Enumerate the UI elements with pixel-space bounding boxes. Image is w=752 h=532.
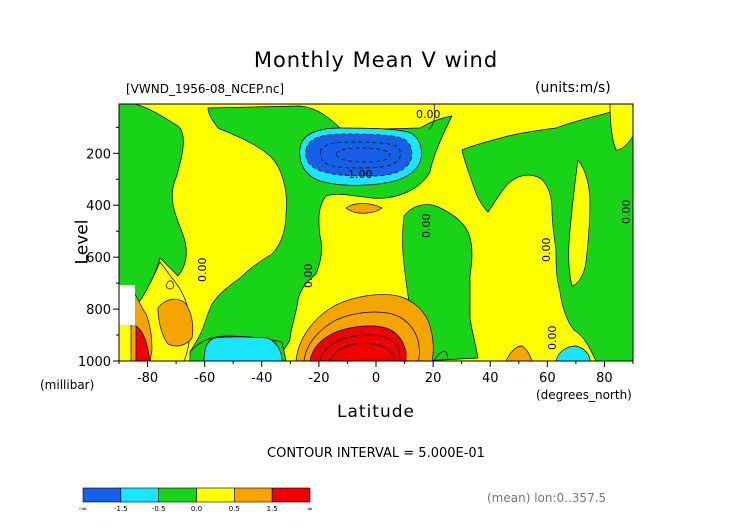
- contour-label: 0.00: [196, 258, 209, 283]
- x-tick-label: -40: [251, 371, 272, 386]
- units-label: (units:m/s): [535, 80, 611, 96]
- contour-label: 0.00: [620, 200, 633, 225]
- contour-label: 0.00: [416, 108, 441, 121]
- y-tick-label: 600: [86, 251, 111, 266]
- fill-orange-north-bottom: [505, 345, 533, 361]
- contour-jet-inner-1: [319, 141, 401, 169]
- colorbar-label: 1.5: [267, 505, 278, 513]
- colorbar-label: 0.0: [191, 505, 202, 513]
- contour-red-eq-2: [329, 342, 395, 361]
- x-tick-label: 60: [539, 371, 556, 386]
- contour-label: 0.00: [302, 264, 315, 289]
- contour-zero-mid: [427, 104, 436, 131]
- contour-interval-note: CONTOUR INTERVAL = 5.000E-01: [267, 446, 485, 461]
- colorbar-swatch: [234, 487, 273, 503]
- colorbar-swatch: [120, 487, 159, 503]
- y-axis: 200 400 600 800 1000: [78, 126, 119, 370]
- x-axis-label: Latitude: [337, 402, 415, 422]
- fill-orange-eq-small: [345, 203, 383, 214]
- colorbar-label: 0.5: [229, 505, 240, 513]
- colorbar: -∞ -1.5 -0.5 0.0 0.5 1.5 ∞: [79, 487, 313, 513]
- x-tick-label: 20: [425, 371, 442, 386]
- fill-cyan-bottom-right: [555, 345, 591, 361]
- fill-white-south-gap: [119, 285, 135, 325]
- contour-jet-inner-2: [335, 147, 391, 163]
- colorbar-swatch: [82, 487, 122, 503]
- x-tick-label: -80: [137, 371, 158, 386]
- x-axis-units: (degrees_north): [536, 388, 632, 402]
- fill-red-south: [135, 325, 151, 361]
- y-tick-label: 200: [86, 147, 111, 162]
- contour-zero-bottom: [433, 351, 449, 361]
- colorbar-swatch: [158, 487, 197, 503]
- contour-label: 0.00: [420, 214, 433, 239]
- contour-red-eq-1: [319, 334, 401, 361]
- x-axis: -80 -60 -40 -20 0 20 40 60 80: [118, 361, 634, 386]
- colorbar-swatch: [271, 487, 311, 503]
- y-tick-label: 800: [86, 303, 111, 318]
- colorbar-label: ∞: [307, 505, 313, 513]
- contour-labels: 0.00 -1.00 0.00 0.00 0.00 0.00 0.00 0.00: [196, 108, 633, 350]
- colorbar-swatch: [196, 487, 235, 503]
- source-label: [VWND_1956-08_NCEP.nc]: [126, 82, 285, 96]
- fill-cyan-bottom-left: [203, 336, 283, 361]
- fill-green-north: [461, 104, 633, 361]
- fill-yellow-north-patch: [568, 159, 591, 287]
- y-tick-label: 1000: [78, 355, 111, 370]
- x-tick-label: 40: [482, 371, 499, 386]
- contour-label: -1.00: [344, 168, 372, 181]
- x-tick-label: 80: [596, 371, 613, 386]
- mean-note: (mean) lon:0..357.5: [487, 491, 607, 505]
- colorbar-label: -0.5: [152, 505, 166, 513]
- fill-orange-south-b: [157, 298, 194, 347]
- x-tick-label: -60: [194, 371, 215, 386]
- colorbar-label: -∞: [79, 505, 87, 513]
- x-tick-label: -20: [308, 371, 329, 386]
- contour-label: 0.00: [540, 238, 553, 263]
- contour-label: 0.00: [546, 326, 559, 351]
- y-axis-units: (millibar): [40, 378, 95, 392]
- x-tick-label: 0: [372, 371, 380, 386]
- contour-field: [119, 104, 633, 361]
- colorbar-label: -1.5: [114, 505, 128, 513]
- fill-yellow-north-corner: [609, 104, 633, 151]
- y-tick-label: 400: [86, 199, 111, 214]
- chart-title: Monthly Mean V wind: [253, 48, 499, 72]
- contour-zero-lowleft: [165, 280, 175, 290]
